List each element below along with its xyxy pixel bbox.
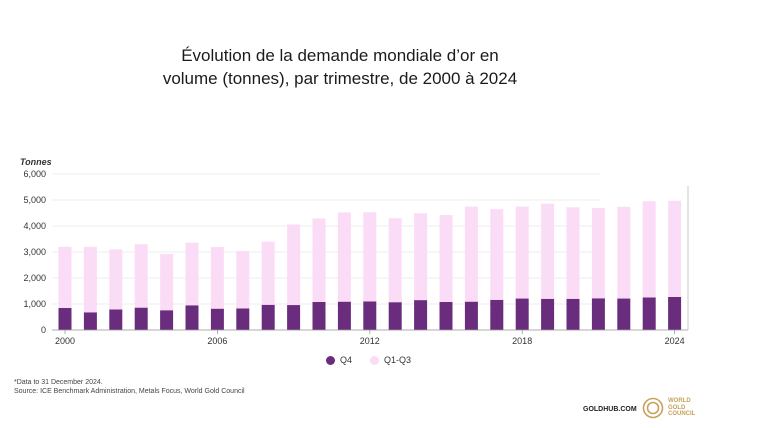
- bar-q1-q3: [439, 215, 453, 302]
- bar-q1-q3: [642, 201, 656, 298]
- wgc-emblem-icon: [642, 397, 664, 419]
- bar-q4: [541, 298, 555, 330]
- x-tick-label: 2012: [360, 336, 380, 346]
- bar-q1-q3: [261, 241, 275, 305]
- y-tick-label: 6,000: [23, 169, 46, 179]
- bar-q4: [591, 298, 605, 330]
- legend-label-q4: Q4: [340, 355, 353, 365]
- chart-title-line-1: Évolution de la demande mondiale d’or en: [181, 46, 499, 65]
- bar-q1-q3: [134, 244, 148, 308]
- y-tick-label: 4,000: [23, 221, 46, 231]
- bar-q4: [439, 301, 453, 330]
- bar-q1-q3: [617, 206, 631, 299]
- y-tick-label: 0: [41, 325, 46, 335]
- bar-q4: [414, 300, 428, 330]
- footnote-data-date: *Data to 31 December 2024.: [14, 379, 103, 386]
- bar-q1-q3: [287, 224, 301, 306]
- bar-q1-q3: [58, 246, 72, 308]
- legend-label-q1-q3: Q1-Q3: [384, 355, 412, 365]
- goldhub-link[interactable]: GOLDHUB.COM: [583, 406, 637, 413]
- x-tick-label: 2018: [512, 336, 532, 346]
- bar-q4: [566, 298, 580, 330]
- bar-q4: [668, 296, 682, 330]
- y-tick-label: 3,000: [23, 247, 46, 257]
- bar-q1-q3: [83, 246, 97, 313]
- legend-swatch-q4: [326, 355, 335, 365]
- bar-q1-q3: [566, 207, 580, 299]
- chart-title-line-2: volume (tonnes), par trimestre, de 2000 …: [162, 69, 518, 88]
- bar-q4: [642, 297, 656, 330]
- bar-q1-q3: [591, 208, 605, 299]
- bar-q1-q3: [312, 218, 326, 302]
- legend-swatch-q1-q3: [370, 355, 380, 365]
- bar-q4: [83, 312, 97, 330]
- bar-q1-q3: [185, 242, 199, 306]
- bar-q1-q3: [337, 212, 351, 302]
- bar-q1-q3: [160, 254, 174, 311]
- bar-q4: [261, 304, 275, 330]
- bar-q1-q3: [109, 249, 123, 310]
- footnote-source: Source: ICE Benchmark Administration, Me…: [14, 388, 245, 395]
- wgc-line-3: COUNCIL: [668, 411, 696, 418]
- bar-q4: [617, 298, 631, 330]
- bar-q4: [185, 305, 199, 330]
- bar-q1-q3: [515, 206, 529, 299]
- world-gold-council-logo: WORLD GOLD COUNCIL: [642, 397, 695, 419]
- bar-q4: [490, 299, 504, 330]
- bar-q1-q3: [490, 209, 504, 300]
- bar-q4: [287, 305, 301, 330]
- x-tick-label: 2006: [207, 336, 227, 346]
- bar-q4: [337, 301, 351, 330]
- bar-q1-q3: [363, 212, 377, 302]
- legend-item-q1-q3: Q1-Q3: [370, 355, 411, 365]
- y-tick-label: 2,000: [23, 273, 46, 283]
- y-tick-label: 5,000: [23, 195, 46, 205]
- bar-q1-q3: [414, 213, 428, 301]
- bar-q1-q3: [236, 250, 250, 309]
- bar-q4: [363, 301, 377, 330]
- bar-q1-q3: [464, 206, 478, 302]
- bar-q1-q3: [541, 203, 555, 299]
- chart-title: Évolution de la demande mondiale d’or en…: [0, 44, 680, 90]
- wgc-wordmark: WORLD GOLD COUNCIL: [668, 398, 695, 418]
- legend: Q4 Q1-Q3: [326, 355, 411, 365]
- bar-q4: [515, 298, 529, 330]
- bar-q4: [464, 301, 478, 330]
- legend-item-q4: Q4: [326, 355, 352, 365]
- bar-q4: [160, 310, 174, 330]
- x-tick-label: 2024: [665, 336, 685, 346]
- wgc-line-2: GOLD: [668, 404, 686, 411]
- bar-q1-q3: [668, 200, 682, 297]
- bar-q1-q3: [388, 218, 402, 303]
- bar-q1-q3: [210, 247, 224, 309]
- bar-q4: [134, 307, 148, 330]
- bar-q4: [58, 307, 72, 330]
- wgc-line-1: WORLD: [668, 398, 691, 405]
- bar-q4: [109, 309, 123, 330]
- bar-q4: [236, 308, 250, 330]
- x-tick-label: 2000: [55, 336, 75, 346]
- y-axis-label: Tonnes: [20, 157, 52, 167]
- bar-q4: [312, 301, 326, 330]
- y-tick-label: 1,000: [23, 299, 46, 309]
- bar-q4: [388, 302, 402, 330]
- footnotes: *Data to 31 December 2024. Source: ICE B…: [14, 378, 245, 396]
- bar-q4: [210, 308, 224, 330]
